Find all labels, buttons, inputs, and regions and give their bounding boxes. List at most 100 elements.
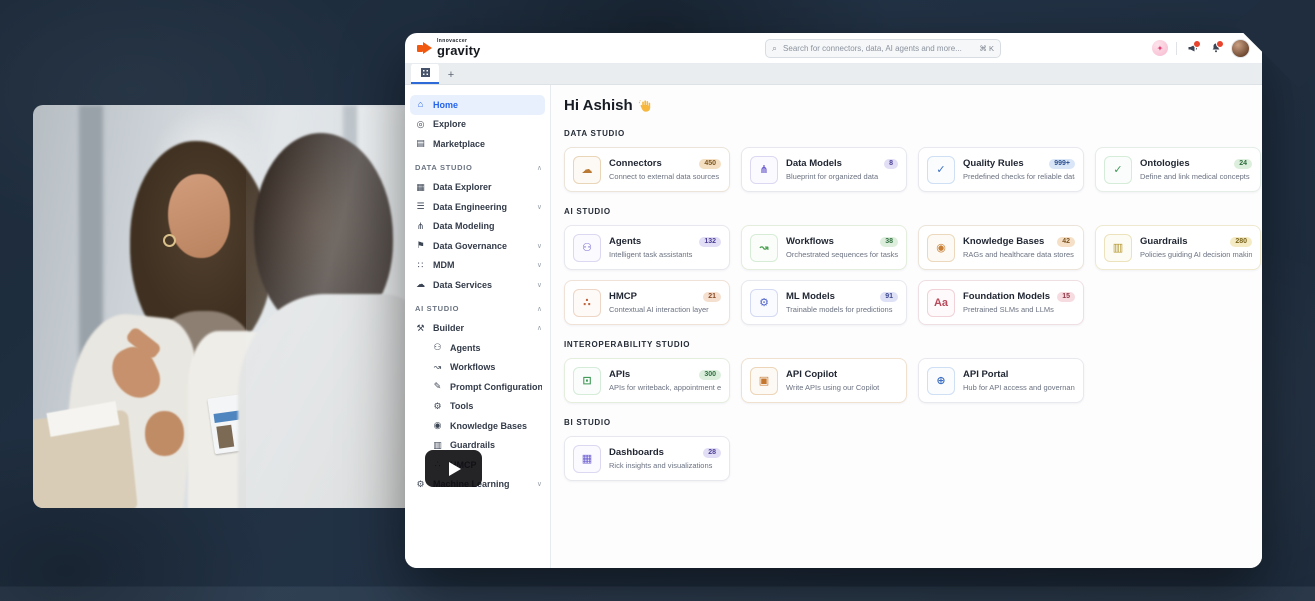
card-connectors[interactable]: ☁ Connectors 450 Connect to external dat… — [564, 147, 730, 192]
cloud-icon: ☁ — [416, 279, 425, 290]
card-dashboards[interactable]: ▦ Dashboards 28 Rick insights and visual… — [564, 436, 730, 481]
card-title: Guardrails — [1140, 236, 1188, 248]
card-description: Connect to external data sources — [609, 171, 720, 181]
main-content: Hi Ashish DATA STUDIO ☁ Connectors 450 C… — [551, 85, 1262, 568]
card-api-copilot[interactable]: ▣ API Copilot Write APIs using our Copil… — [741, 358, 907, 403]
section-title: INTEROPERABILITY STUDIO — [564, 340, 691, 349]
new-tab-button[interactable]: + — [441, 65, 461, 84]
user-avatar[interactable] — [1231, 38, 1250, 58]
global-search[interactable]: ⌕ ⌘ K — [765, 38, 1001, 58]
guardrail-icon: ▥ — [1104, 233, 1132, 262]
wrench-icon: ⚙ — [433, 400, 442, 411]
greeting: Hi Ashish — [564, 97, 1258, 114]
card-description: Blueprint for organized data — [786, 171, 879, 181]
sidebar-item-data-engineering[interactable]: ☰ Data Engineering ∨ — [416, 201, 542, 212]
section-title: BI STUDIO — [564, 418, 611, 427]
card-agents[interactable]: ⚇ Agents 132 Intelligent task assistants — [564, 225, 730, 270]
ml-icon: ⚙ — [416, 478, 425, 489]
sidebar-item-workflows[interactable]: ↝ Workflows — [433, 361, 496, 373]
card-description: Contextual AI interaction layer — [609, 304, 709, 314]
workflow-icon: ↝ — [433, 361, 442, 372]
card-data-models[interactable]: ⋔ Data Models 8 Blueprint for organized … — [741, 147, 907, 192]
notifications-button[interactable] — [1208, 39, 1224, 56]
photo-earring — [162, 233, 176, 247]
card-guardrails[interactable]: ▥ Guardrails 280 Policies guiding AI dec… — [1095, 225, 1261, 270]
sidebar-item-agents[interactable]: ⚇ Agents — [433, 342, 481, 353]
count-badge: 38 — [880, 236, 898, 247]
count-badge: 28 — [703, 447, 721, 458]
card-title: Agents — [609, 236, 642, 248]
ai-assistant-button[interactable]: ✦ — [1152, 40, 1168, 56]
card-title: API Copilot — [786, 369, 838, 381]
brand-logo[interactable]: Innovaccer gravity — [417, 39, 480, 57]
shield-check-icon: ✓ — [1104, 155, 1132, 184]
video-thumbnail-doctors-photo — [33, 105, 420, 508]
card-quality-rules[interactable]: ✓ Quality Rules 999+ Predefined checks f… — [918, 147, 1084, 192]
sidebar-section-data-studio[interactable]: DATA STUDIO ∧ — [415, 163, 542, 172]
card-hmcp[interactable]: ∴ HMCP 21 Contextual AI interaction laye… — [564, 280, 730, 325]
card-title: Foundation Models — [963, 291, 1051, 303]
tab-strip: + — [405, 63, 1262, 85]
search-input[interactable] — [781, 42, 976, 54]
sidebar-item-data-modeling[interactable]: ⋔ Data Modeling — [416, 220, 495, 232]
connector-icon: ☁ — [573, 155, 601, 184]
active-tab[interactable] — [411, 63, 439, 84]
sidebar-item-prompt-configurations[interactable]: ✎ Prompt Configurations — [433, 381, 542, 392]
sidebar-item-marketplace[interactable]: ▤ Marketplace — [416, 138, 486, 149]
dashboard-icon: ▦ — [573, 444, 601, 473]
card-description: Trainable models for predictions — [786, 304, 893, 314]
sidebar-section-ai-studio[interactable]: AI STUDIO ∧ — [415, 304, 542, 313]
card-title: Ontologies — [1140, 158, 1190, 170]
card-ml-models[interactable]: ⚙ ML Models 91 Trainable models for pred… — [741, 280, 907, 325]
card-ontologies[interactable]: ✓ Ontologies 24 Define and link medical … — [1095, 147, 1261, 192]
announcements-button[interactable] — [1185, 39, 1201, 56]
prompt-icon: ✎ — [433, 381, 442, 392]
grid-tab-icon — [420, 68, 430, 77]
card-apis[interactable]: ⊡ APIs 300 APIs for writeback, appointme… — [564, 358, 730, 403]
card-description: Predefined checks for reliable data — [963, 171, 1075, 181]
sparkle-icon: ✦ — [1156, 43, 1164, 53]
sidebar-item-explore[interactable]: ◎ Explore — [416, 118, 467, 130]
count-badge: 132 — [699, 236, 721, 247]
innovaccer-arrow-icon — [417, 42, 432, 54]
card-title: Connectors — [609, 158, 662, 170]
sidebar-item-builder[interactable]: ⚒ Builder ∧ — [416, 322, 542, 334]
app-header: Innovaccer gravity ⌕ ⌘ K ✦ — [405, 33, 1262, 64]
video-play-button[interactable] — [425, 450, 482, 487]
chevron-icon: ∨ — [536, 481, 542, 489]
mlmodel-icon: ⚙ — [750, 288, 778, 317]
chevron-icon: ∧ — [536, 305, 542, 313]
photo-glass-reflection — [245, 105, 420, 508]
database-icon: ☰ — [416, 201, 425, 212]
brand-product: gravity — [437, 43, 481, 58]
card-foundation-models[interactable]: Aa Foundation Models 15 Pretrained SLMs … — [918, 280, 1084, 325]
count-badge: 91 — [880, 291, 898, 302]
sidebar-item-guardrails[interactable]: ▥ Guardrails — [433, 439, 496, 451]
card-api-portal[interactable]: ⊕ API Portal Hub for API access and gove… — [918, 358, 1084, 403]
section-ai-studio: AI STUDIO ⚇ Agents 132 Intelligent task … — [564, 207, 1261, 325]
photo-woman-face — [168, 173, 231, 259]
card-workflows[interactable]: ↝ Workflows 38 Orchestrated sequences fo… — [741, 225, 907, 270]
count-badge: 8 — [884, 158, 898, 169]
sidebar-item-data-governance[interactable]: ⚑ Data Governance ∨ — [416, 240, 542, 251]
chevron-icon: ∨ — [536, 242, 542, 250]
card-description: Hub for API access and governance — [963, 382, 1075, 392]
greeting-text: Hi Ashish — [564, 97, 633, 114]
sidebar-item-mdm[interactable]: ∷ MDM ∨ — [405, 256, 550, 276]
sidebar-item-home[interactable]: ⌂ Home — [410, 95, 545, 115]
portal-icon: ⊕ — [927, 366, 955, 395]
search-shortcut: ⌘ K — [979, 43, 994, 53]
brand-company: Innovaccer — [437, 38, 468, 44]
card-description: Pretrained SLMs and LLMs — [963, 304, 1054, 314]
governance-icon: ⚑ — [416, 240, 425, 251]
sidebar-item-knowledge-bases[interactable]: ◉ Knowledge Bases — [433, 420, 528, 431]
card-knowledge-bases[interactable]: ◉ Knowledge Bases 42 RAGs and healthcare… — [918, 225, 1084, 270]
home-icon: ⌂ — [417, 99, 424, 110]
card-description: APIs for writeback, appointment etc — [609, 382, 721, 392]
sidebar-item-tools[interactable]: ⚙ Tools — [433, 400, 474, 412]
sidebar-item-data-services[interactable]: ☁ Data Services ∨ — [416, 279, 542, 290]
store-icon: ▤ — [416, 138, 425, 149]
sidebar-item-data-explorer[interactable]: ▦ Data Explorer — [416, 181, 492, 193]
builder-icon: ⚒ — [416, 322, 425, 333]
